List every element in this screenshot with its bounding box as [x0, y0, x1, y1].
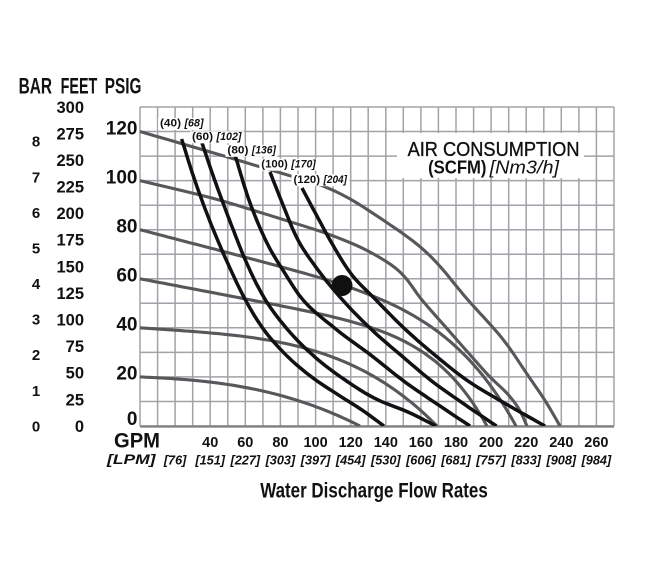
- svg-text:150: 150: [56, 258, 84, 276]
- svg-text:FEET: FEET: [61, 74, 98, 99]
- svg-text:[76]: [76]: [163, 453, 187, 467]
- svg-text:240: 240: [549, 435, 573, 451]
- svg-text:7: 7: [32, 169, 40, 186]
- svg-text:250: 250: [56, 152, 84, 170]
- svg-text:(100): (100): [261, 158, 288, 170]
- svg-text:(80): (80): [227, 144, 248, 156]
- svg-text:[Nm3/h]: [Nm3/h]: [489, 156, 560, 177]
- svg-text:[908]: [908]: [545, 453, 576, 467]
- svg-text:175: 175: [56, 232, 84, 250]
- svg-text:BAR: BAR: [19, 74, 52, 99]
- svg-text:40: 40: [202, 435, 218, 451]
- svg-text:[102]: [102]: [216, 131, 243, 143]
- svg-text:Water Discharge Flow Rates: Water Discharge Flow Rates: [260, 480, 488, 503]
- svg-text:100: 100: [303, 435, 327, 451]
- svg-text:120: 120: [106, 118, 138, 139]
- svg-text:[LPM]: [LPM]: [106, 451, 157, 467]
- svg-text:[68]: [68]: [184, 118, 205, 130]
- svg-text:6: 6: [32, 205, 40, 222]
- svg-text:75: 75: [66, 338, 84, 356]
- svg-text:200: 200: [479, 435, 503, 451]
- svg-text:[303]: [303]: [265, 453, 296, 467]
- svg-text:[530]: [530]: [370, 453, 401, 467]
- svg-text:[151]: [151]: [194, 453, 225, 467]
- svg-text:[606]: [606]: [405, 453, 436, 467]
- svg-text:80: 80: [116, 217, 137, 238]
- svg-text:140: 140: [374, 435, 398, 451]
- svg-text:[136]: [136]: [251, 144, 277, 156]
- svg-text:120: 120: [339, 435, 363, 451]
- svg-text:260: 260: [584, 435, 608, 451]
- svg-text:AIR CONSUMPTION: AIR CONSUMPTION: [408, 139, 580, 161]
- svg-text:60: 60: [116, 266, 137, 287]
- svg-text:0: 0: [127, 409, 138, 430]
- svg-text:100: 100: [56, 312, 84, 330]
- svg-text:300: 300: [56, 99, 84, 117]
- svg-text:20: 20: [116, 364, 137, 385]
- svg-text:GPM: GPM: [114, 430, 160, 453]
- svg-text:(SCFM): (SCFM): [428, 156, 486, 177]
- svg-text:100: 100: [106, 167, 138, 188]
- svg-text:[170]: [170]: [290, 158, 317, 170]
- svg-text:225: 225: [56, 179, 84, 197]
- svg-text:0: 0: [32, 418, 40, 435]
- svg-text:80: 80: [272, 435, 288, 451]
- svg-text:0: 0: [75, 418, 84, 436]
- svg-text:8: 8: [32, 134, 40, 151]
- svg-text:[227]: [227]: [229, 453, 260, 467]
- svg-text:60: 60: [237, 435, 253, 451]
- svg-text:160: 160: [409, 435, 433, 451]
- svg-text:50: 50: [66, 365, 84, 383]
- svg-text:[454]: [454]: [335, 453, 366, 467]
- svg-text:275: 275: [56, 125, 84, 143]
- svg-text:[984]: [984]: [581, 453, 612, 467]
- svg-text:PSIG: PSIG: [105, 74, 142, 99]
- svg-text:(40): (40): [160, 118, 181, 130]
- svg-text:[833]: [833]: [510, 453, 541, 467]
- svg-text:125: 125: [56, 285, 84, 303]
- svg-text:(120): (120): [294, 174, 321, 186]
- svg-text:[397]: [397]: [300, 453, 331, 467]
- svg-text:[757]: [757]: [475, 453, 506, 467]
- svg-text:[681]: [681]: [440, 453, 471, 467]
- svg-text:[204]: [204]: [323, 174, 348, 186]
- svg-text:(60): (60): [192, 131, 213, 143]
- svg-text:4: 4: [32, 276, 41, 293]
- svg-text:200: 200: [56, 205, 84, 223]
- svg-text:180: 180: [444, 435, 468, 451]
- svg-text:2: 2: [32, 347, 40, 364]
- svg-text:3: 3: [32, 312, 40, 329]
- svg-text:220: 220: [514, 435, 538, 451]
- svg-text:25: 25: [66, 391, 84, 409]
- svg-text:1: 1: [32, 383, 40, 400]
- svg-text:5: 5: [32, 240, 40, 257]
- svg-text:40: 40: [116, 315, 137, 336]
